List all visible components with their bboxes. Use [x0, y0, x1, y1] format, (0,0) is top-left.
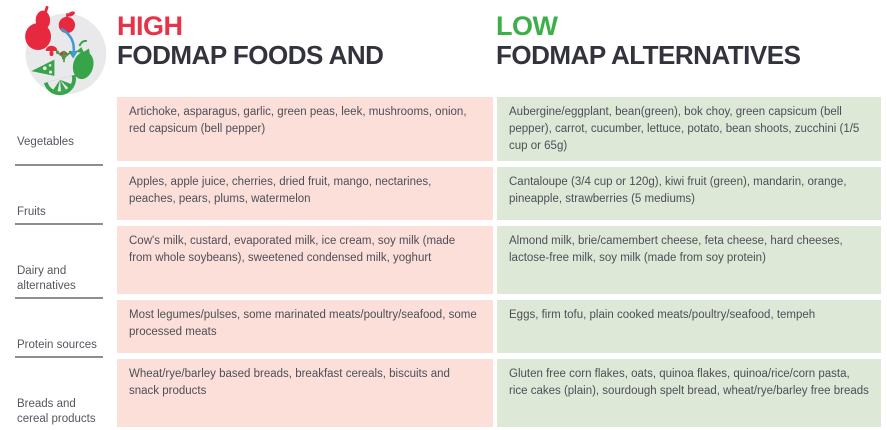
row-category-label: Protein sources	[0, 297, 117, 353]
category-name: Dairy and alternatives	[17, 265, 76, 292]
high-foods-cell: Apples, apple juice, cherries, dried fru…	[117, 167, 493, 220]
row-category-label: Dairy and alternatives	[0, 223, 117, 294]
high-label: HIGH	[117, 11, 183, 41]
high-title: FODMAP FOODS AND	[117, 40, 384, 70]
high-to-low-fodmap-swap-icon	[16, 2, 112, 98]
table-row: Fruits Apples, apple juice, cherries, dr…	[0, 164, 881, 220]
low-foods-cell: Almond milk, brie/camembert cheese, feta…	[497, 226, 881, 294]
row-divider	[15, 223, 103, 225]
low-label: LOW	[496, 11, 558, 41]
row-category-label: Breads and cereal products	[0, 356, 117, 427]
row-divider	[15, 356, 103, 358]
category-name: Fruits	[17, 206, 46, 218]
high-foods-cell: Artichoke, asparagus, garlic, green peas…	[117, 97, 493, 161]
low-column-heading: LOW FODMAP ALTERNATIVES	[496, 11, 801, 70]
table-row: Breads and cereal products Wheat/rye/bar…	[0, 356, 881, 427]
lime-slice-icon	[43, 74, 76, 96]
table-row: Protein sources Most legumes/pulses, som…	[0, 297, 881, 353]
row-divider	[15, 297, 103, 299]
table-row: Dairy and alternatives Cow's milk, custa…	[0, 223, 881, 294]
low-foods-cell: Aubergine/eggplant, bean(green), bok cho…	[497, 97, 881, 161]
red-fruits-icon	[25, 5, 76, 60]
sheet-header: HIGH FODMAP FOODS AND LOW FODMAP ALTERNA…	[0, 0, 887, 97]
category-name: Breads and cereal products	[17, 398, 96, 425]
low-title: FODMAP ALTERNATIVES	[496, 40, 801, 70]
high-foods-cell: Wheat/rye/barley based breads, breakfast…	[117, 359, 493, 427]
category-name: Protein sources	[17, 339, 97, 351]
cheese-hole	[48, 64, 52, 67]
cheese-hole	[42, 66, 47, 71]
fodmap-table: Vegetables Artichoke, asparagus, garlic,…	[0, 97, 887, 430]
green-vegetables-icon	[31, 39, 94, 80]
high-column-heading: HIGH FODMAP FOODS AND	[117, 11, 384, 70]
high-foods-cell: Cow's milk, custard, evaporated milk, ic…	[117, 226, 493, 294]
cheese-hole	[49, 70, 53, 74]
row-divider	[15, 164, 103, 166]
high-foods-cell: Most legumes/pulses, some marinated meat…	[117, 300, 493, 353]
category-name: Vegetables	[17, 136, 74, 148]
low-foods-cell: Gluten free corn flakes, oats, quinoa fl…	[497, 359, 881, 427]
row-category-label: Vegetables	[0, 97, 117, 161]
low-foods-cell: Eggs, firm tofu, plain cooked meats/poul…	[497, 300, 881, 353]
low-foods-cell: Cantaloupe (3/4 cup or 120g), kiwi fruit…	[497, 167, 881, 220]
row-category-label: Fruits	[0, 164, 117, 220]
table-row: Vegetables Artichoke, asparagus, garlic,…	[0, 97, 881, 161]
